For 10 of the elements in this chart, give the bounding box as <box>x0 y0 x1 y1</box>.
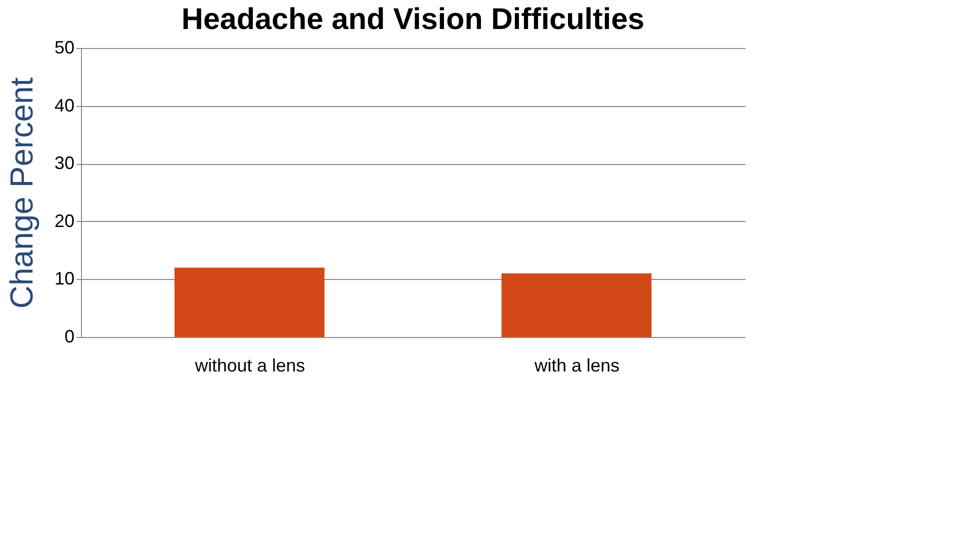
y-tick-label: 20 <box>54 210 74 231</box>
x-tick-label: with a lens <box>533 356 620 376</box>
y-tick-label: 0 <box>64 326 74 346</box>
y-tick-label: 30 <box>54 153 74 174</box>
y-axis-title: Change Percent <box>3 77 40 309</box>
y-tick-label: 50 <box>54 38 74 58</box>
y-tick-label: 40 <box>54 95 74 116</box>
y-tick-label: 10 <box>54 268 74 289</box>
x-tick-label: without a lens <box>194 356 306 376</box>
chart-title: Headache and Vision Difficulties <box>182 3 644 36</box>
